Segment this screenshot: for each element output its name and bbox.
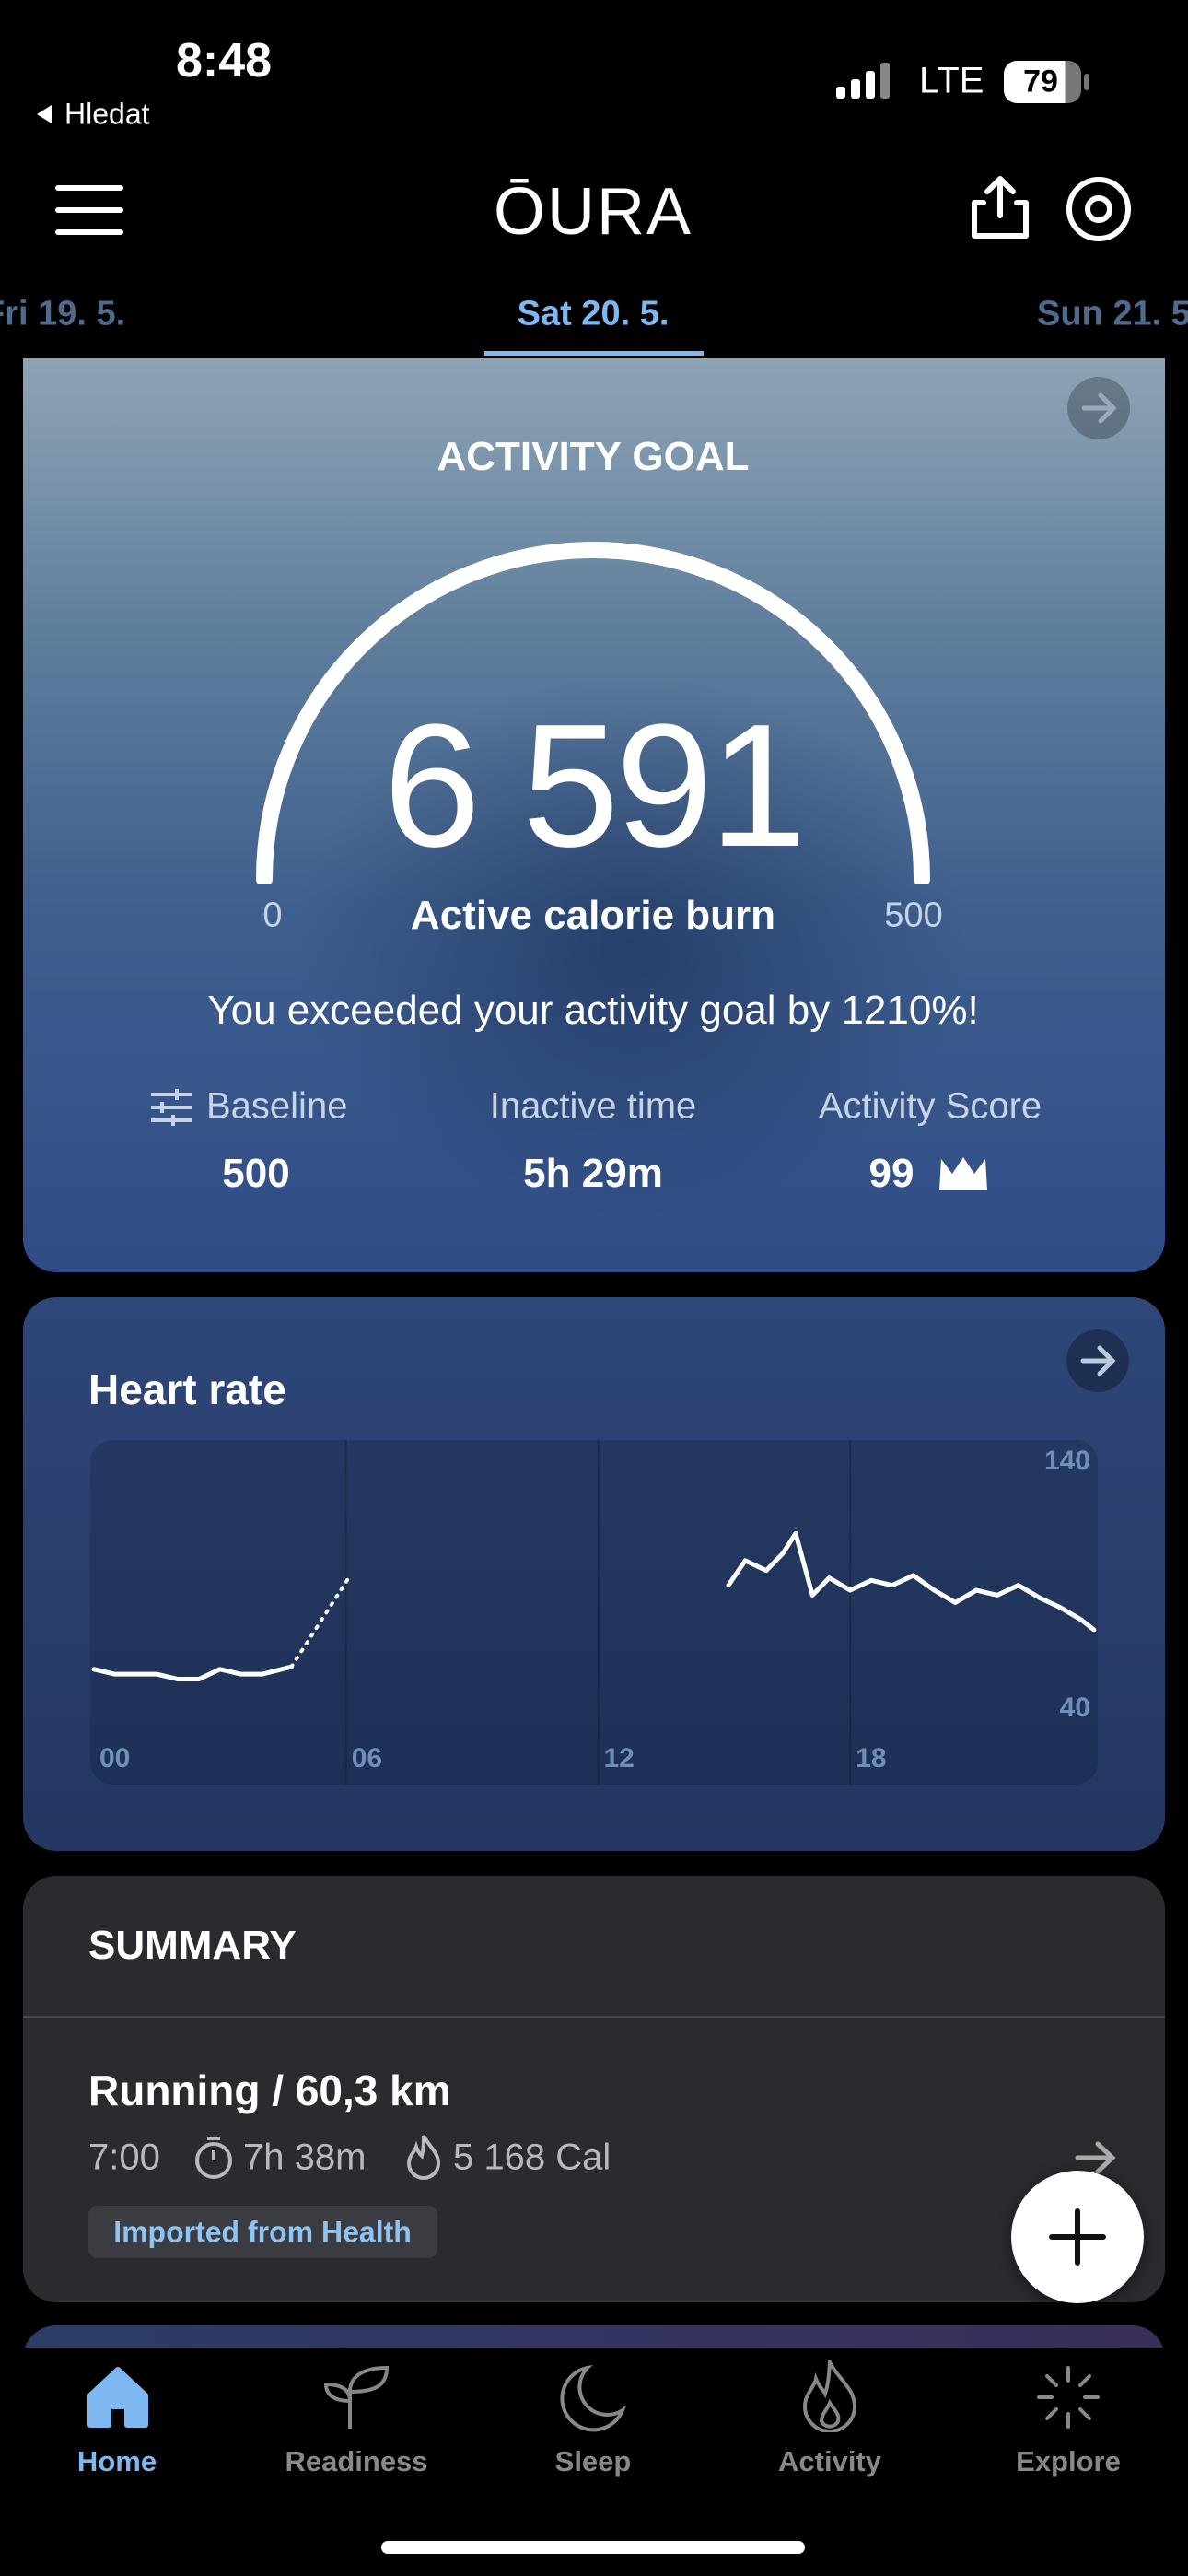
x-tick-label: 00 bbox=[99, 1743, 130, 1774]
menu-button[interactable] bbox=[55, 184, 123, 236]
gauge-label: Active calorie burn bbox=[410, 893, 776, 938]
home-icon[interactable] bbox=[85, 2364, 151, 2430]
x-tick-label: 12 bbox=[604, 1743, 635, 1774]
share-button[interactable] bbox=[969, 175, 1031, 240]
readiness-icon[interactable] bbox=[322, 2364, 390, 2432]
battery bbox=[1004, 61, 1081, 103]
tab-label-active[interactable]: Home bbox=[76, 2445, 157, 2477]
signal bbox=[836, 63, 890, 99]
source-chip bbox=[88, 2206, 437, 2258]
battery-level: 79 bbox=[1023, 64, 1058, 100]
heart-rate-line bbox=[726, 1530, 1097, 1633]
x-tick-label: 06 bbox=[352, 1743, 382, 1774]
open-arrow[interactable] bbox=[1066, 375, 1132, 441]
tab-label[interactable]: Explore bbox=[1016, 2445, 1121, 2477]
gauge-min: 0 bbox=[262, 896, 283, 935]
stat-label: Activity Score bbox=[818, 1085, 1042, 1127]
goal-message: You exceeded your activity goal by 1210%… bbox=[207, 988, 979, 1033]
heart-rate-line bbox=[91, 1664, 294, 1682]
y-tick-label: 140 bbox=[1044, 1446, 1090, 1476]
plus-icon bbox=[1049, 2208, 1106, 2266]
stat-label: Baseline bbox=[206, 1085, 348, 1127]
back-link[interactable]: Hledat bbox=[64, 97, 150, 131]
chart-background bbox=[90, 1440, 1098, 1785]
tab-underline bbox=[484, 351, 704, 356]
tab-label[interactable]: Activity bbox=[778, 2445, 881, 2477]
baseline-icon bbox=[151, 1089, 192, 1126]
date-tab[interactable]: Fri 19. 5. bbox=[0, 294, 126, 334]
ring-button[interactable] bbox=[1065, 175, 1133, 243]
gauge bbox=[256, 542, 930, 884]
network: LTE bbox=[919, 60, 984, 101]
workout-title[interactable]: Running / 60,3 km bbox=[88, 2067, 451, 2114]
divider bbox=[23, 2016, 1165, 2018]
tab-label[interactable]: Readiness bbox=[285, 2445, 428, 2477]
heart-rate-line bbox=[289, 1573, 353, 1669]
explore-icon[interactable] bbox=[1035, 2364, 1101, 2430]
activity-icon[interactable] bbox=[801, 2360, 858, 2432]
stat-value: 500 bbox=[222, 1151, 290, 1196]
stat-value: 99 bbox=[868, 1151, 914, 1196]
battery-tip bbox=[1084, 74, 1089, 90]
card-title: ACTIVITY GOAL bbox=[437, 434, 750, 479]
clock: 8:48 bbox=[175, 34, 273, 88]
stat-label: Inactive time bbox=[489, 1085, 697, 1127]
back-arrow bbox=[37, 105, 52, 123]
heart-rate-card[interactable] bbox=[23, 1297, 1165, 1851]
y-tick-label: 40 bbox=[1060, 1692, 1090, 1723]
tab-bar bbox=[0, 2348, 1188, 2576]
workout-calories: 5 168 Cal bbox=[453, 2137, 611, 2178]
gauge-max: 500 bbox=[884, 896, 943, 935]
open-arrow[interactable] bbox=[1074, 2139, 1118, 2176]
calorie-value: 6 591 bbox=[383, 688, 806, 884]
stat-value: 5h 29m bbox=[523, 1151, 663, 1196]
logo: ŌURA bbox=[493, 175, 693, 249]
heart-rate-chart: 00 06 12 18 140 40 bbox=[90, 1440, 1098, 1785]
crown-icon bbox=[939, 1157, 987, 1190]
open-arrow[interactable] bbox=[1065, 1328, 1131, 1394]
source-label: Imported from Health bbox=[113, 2215, 412, 2249]
date-tab[interactable]: Sun 21. 5. bbox=[1037, 294, 1188, 334]
section-title: SUMMARY bbox=[88, 1923, 297, 1968]
date-tab-active[interactable]: Sat 20. 5. bbox=[517, 294, 670, 334]
flame-icon bbox=[406, 2135, 441, 2180]
card-title: Heart rate bbox=[88, 1365, 286, 1413]
workout-start: 7:00 bbox=[88, 2137, 160, 2178]
workout-duration: 7h 38m bbox=[243, 2137, 367, 2178]
timer-icon bbox=[195, 2137, 232, 2179]
x-tick-label: 18 bbox=[856, 1743, 886, 1774]
tab-label[interactable]: Sleep bbox=[554, 2445, 632, 2477]
sleep-icon[interactable] bbox=[560, 2364, 626, 2432]
home-indicator bbox=[381, 2541, 805, 2554]
activity-card[interactable] bbox=[23, 358, 1165, 1272]
